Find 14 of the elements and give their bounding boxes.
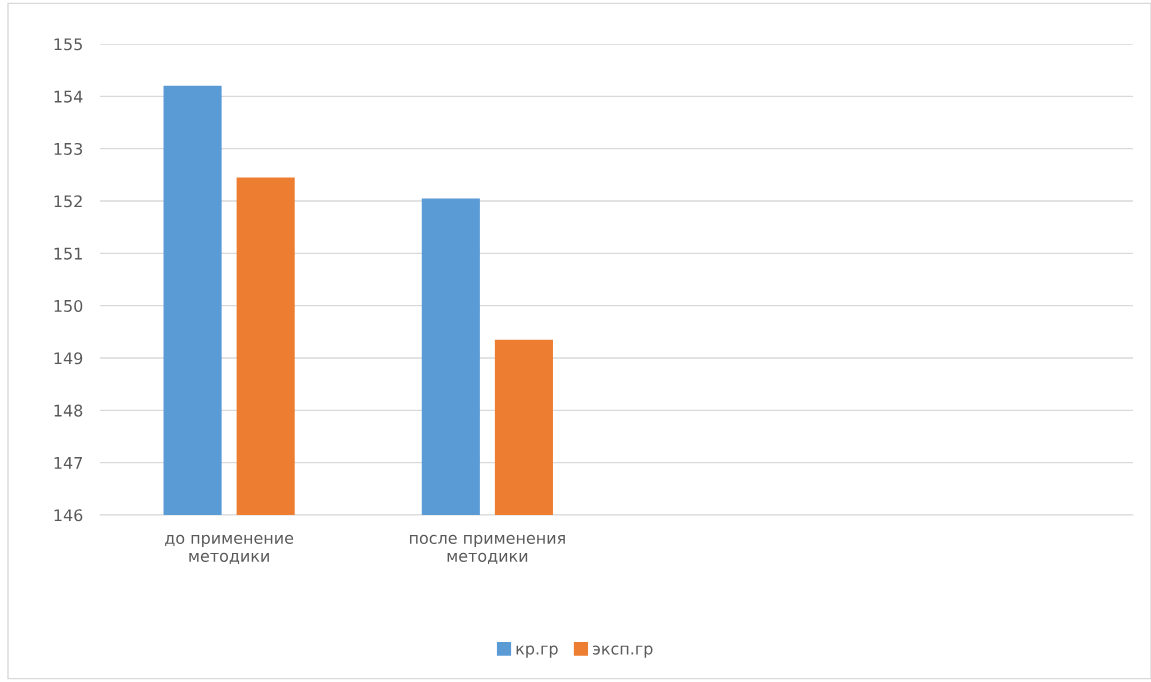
- x-tick-label: до применение методики: [165, 534, 294, 564]
- y-tick-label: 149: [54, 352, 83, 365]
- y-tick-label: 148: [54, 404, 83, 417]
- y-tick-label: 155: [54, 38, 82, 51]
- y-tick-label: 153: [54, 142, 83, 155]
- y-tick-label: 151: [54, 247, 82, 260]
- legend-label: эксп.гр: [593, 645, 653, 658]
- y-tick-label: 147: [54, 457, 82, 469]
- y-tick-label: 154: [54, 90, 83, 103]
- y-tick-label: 152: [54, 195, 82, 208]
- y-tick-label: 150: [54, 299, 83, 312]
- legend-label: кр.гр: [516, 645, 558, 658]
- x-tick-label: после применения методики: [410, 534, 565, 564]
- y-tick-label: 146: [54, 509, 83, 522]
